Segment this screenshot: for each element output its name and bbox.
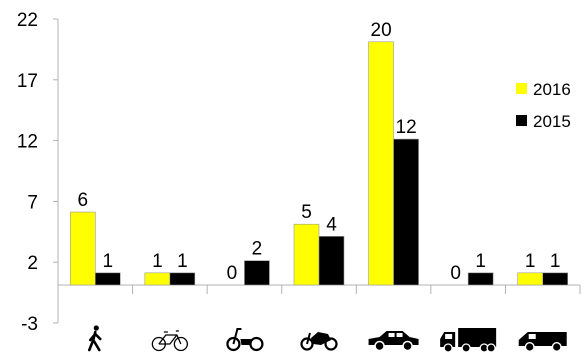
bar-2015-car [393,138,419,286]
y-tick-label: 7 [27,192,38,213]
data-label-2015-bicycle: 1 [177,251,188,272]
data-label-2016-pedestrian: 6 [77,190,88,211]
moped-icon [226,328,264,352]
data-label-2016-moped: 0 [227,263,238,284]
y-tick-label: 17 [17,71,38,92]
data-label-2016-truck: 0 [450,263,461,284]
pedestrian-icon [87,325,102,352]
bar-2016-motorcycle [293,223,320,286]
bar-2015-moped [244,260,270,286]
legend-label-2015: 2015 [533,112,571,131]
legend-label-2016: 2016 [533,80,571,99]
y-tick-label: 12 [17,132,38,153]
truck-icon [440,328,497,353]
bar-2016-van [517,272,544,286]
bar-2015-bicycle [169,272,196,286]
bicycle-icon [151,330,189,352]
data-label-2015-truck: 1 [475,251,486,272]
y-tick-label: 22 [17,10,38,31]
data-label-2016-motorcycle: 5 [301,202,312,223]
data-label-2015-van: 1 [550,251,561,272]
van-icon [518,332,567,353]
bar-2015-van [542,272,569,286]
data-label-2016-bicycle: 1 [152,251,163,272]
bar-2016-bicycle [144,272,171,286]
data-label-2016-van: 1 [525,251,536,272]
bar-2015-truck [467,272,494,286]
bar-2015-pedestrian [94,272,121,286]
bar-2015-motorcycle [318,236,345,286]
bar-2016-car [368,41,394,286]
legend: 2016 2015 [516,80,571,131]
data-label-2016-car: 20 [371,20,392,41]
data-label-2015-car: 12 [396,117,417,138]
legend-swatch-2016 [516,83,527,94]
y-axis-ticks: -3 2 7 12 17 22 [17,10,58,335]
bars [69,41,569,286]
car-icon [368,331,419,352]
data-label-2015-pedestrian: 1 [102,251,113,272]
x-axis-icons [87,325,567,353]
data-label-2015-moped: 2 [252,239,263,260]
data-label-2015-motorcycle: 4 [326,214,337,235]
legend-swatch-2015 [516,115,527,126]
bar-2016-pedestrian [69,211,96,286]
motorcycle-icon [300,332,338,351]
y-tick-label: 2 [27,253,38,274]
y-tick-label: -3 [21,314,38,335]
